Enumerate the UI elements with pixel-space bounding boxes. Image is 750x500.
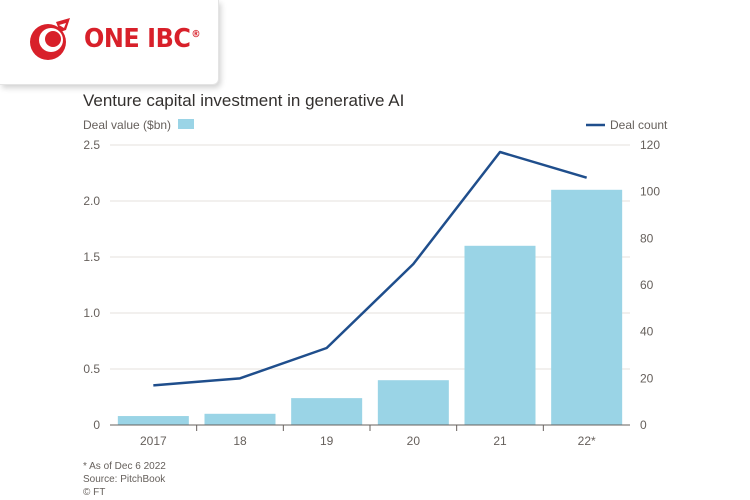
bar-series [117,189,623,425]
y-right-tick-label: 0 [640,418,647,432]
legend-label-deal-count: Deal count [610,118,668,132]
y-left-tick-label: 2.0 [83,194,100,208]
bar [377,380,449,425]
brand-name-text: ONE IBC [84,24,191,54]
gridlines [110,144,630,370]
y-left-tick-label: 0.5 [83,362,100,376]
y-right-tick-label: 40 [640,325,654,339]
y-axis-left-ticks: 0 0.5 1.0 1.5 2.0 2.5 [83,138,100,432]
y-right-tick-label: 120 [640,138,660,152]
y-left-tick-label: 0 [93,418,100,432]
brand-name: ONE IBC® [84,24,201,54]
chart-title: Venture capital investment in generative… [83,91,404,110]
y-left-tick-label: 1.0 [83,306,100,320]
x-axis-ticks: 2017 18 19 20 21 22* [140,425,596,448]
footnote-asof: * As of Dec 6 2022 [83,461,166,472]
one-ibc-logo-icon [30,18,70,60]
bar [464,245,536,425]
y-right-tick-label: 80 [640,231,654,245]
y-left-tick-label: 1.5 [83,250,100,264]
legend-label-deal-value: Deal value ($bn) [83,118,171,132]
bar [291,398,363,425]
x-tick-label: 18 [233,434,247,448]
logo-panel: ONE IBC® [0,0,219,85]
y-right-tick-label: 60 [640,278,654,292]
x-tick-label: 21 [493,434,507,448]
y-left-tick-label: 2.5 [83,138,100,152]
footnote-source: Source: PitchBook [83,474,166,485]
legend-swatch-deal-value [178,119,194,129]
line-series [153,150,588,387]
y-axis-right-ticks: 0 20 40 60 80 100 120 [640,138,660,432]
bar [204,413,276,425]
footnote-copyright: © FT [83,487,105,498]
y-right-tick-label: 100 [640,185,660,199]
x-tick-label: 20 [407,434,421,448]
x-tick-label: 19 [320,434,334,448]
bar [551,189,623,425]
y-right-tick-label: 20 [640,371,654,385]
deal-count-line [153,150,588,387]
x-tick-label: 22* [578,434,596,448]
registered-mark: ® [191,29,201,41]
bar [117,416,189,425]
x-tick-label: 2017 [140,434,167,448]
